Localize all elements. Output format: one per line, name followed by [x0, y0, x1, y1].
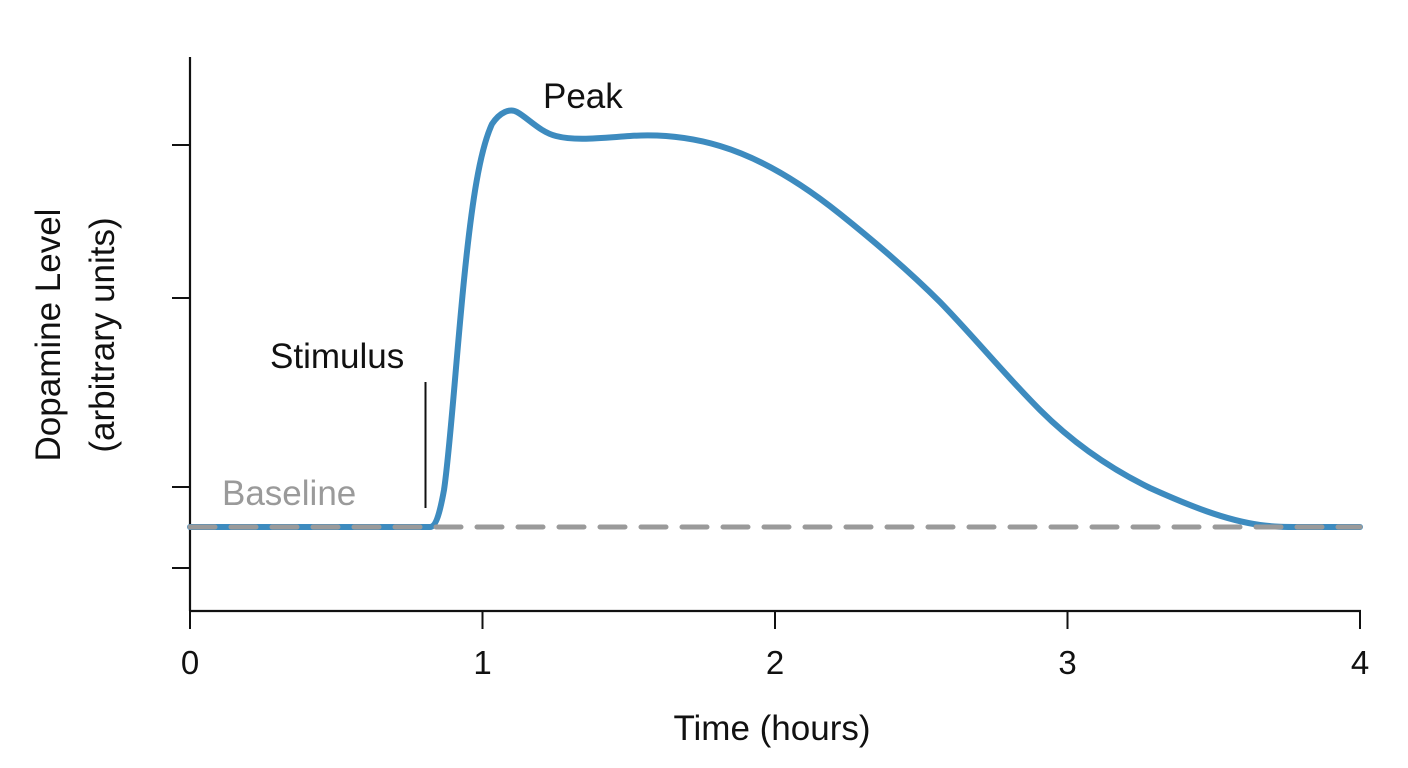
x-tick-label: 2	[766, 644, 784, 681]
dopamine-curve	[187, 107, 1363, 530]
baseline-label: Baseline	[222, 474, 356, 513]
x-axis-title: Time (hours)	[673, 709, 870, 748]
x-tick-label: 4	[1351, 644, 1369, 681]
y-axis-title: Dopamine Level	[29, 209, 68, 462]
x-axis	[189, 609, 1361, 629]
x-tick-label: 0	[181, 644, 199, 681]
peak-label: Peak	[543, 77, 623, 116]
y-axis-subtitle: (arbitrary units)	[83, 217, 122, 452]
y-axis	[172, 57, 192, 611]
x-tick-label: 1	[473, 644, 491, 681]
stimulus-label: Stimulus	[270, 337, 404, 376]
x-tick-label: 3	[1058, 644, 1076, 681]
